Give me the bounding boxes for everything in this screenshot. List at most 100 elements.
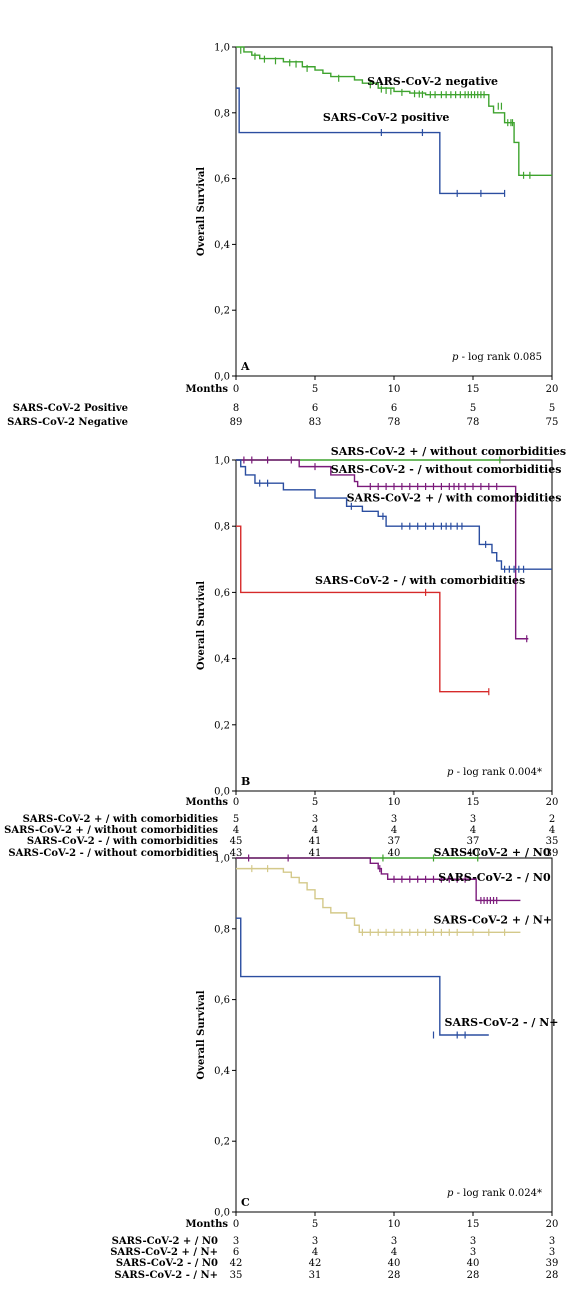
survival-curve bbox=[236, 87, 505, 195]
months-label: Months bbox=[185, 797, 228, 808]
risk-row: SARS-CoV-2 + / N0 3 3 3 3 3 bbox=[112, 1236, 556, 1247]
series-label: SARS-CoV-2 - / with comorbidities bbox=[315, 574, 525, 587]
plot-frame bbox=[235, 46, 553, 377]
risk-row: SARS-CoV-2 + / without comorbidities 4 4 4 4… bbox=[4, 825, 555, 836]
risk-row-label: SARS-CoV-2 - / N0 bbox=[116, 1258, 218, 1269]
series-label: SARS-CoV-2 + / N0 bbox=[434, 846, 551, 859]
x-tick-label: 15 bbox=[467, 384, 480, 395]
risk-value: 4 bbox=[312, 825, 318, 836]
y-tick-label: 0,8 bbox=[214, 108, 230, 119]
series-1: SARS-CoV-2 + / without comorbidities bbox=[236, 445, 566, 464]
risk-value: 3 bbox=[312, 814, 318, 825]
risk-row-label: SARS-CoV-2 + / with comorbidities bbox=[23, 814, 219, 825]
risk-row: SARS-CoV-2 + / N+ 6 4 4 3 3 bbox=[110, 1247, 555, 1258]
series-label: SARS-CoV-2 + / N+ bbox=[434, 913, 553, 926]
y-tick-label: 1,0 bbox=[214, 854, 230, 865]
y-axis-label: Overall Survival bbox=[196, 167, 207, 256]
risk-row-label: SARS-CoV-2 - / with comorbidities bbox=[27, 836, 218, 847]
plot-frame bbox=[235, 459, 553, 792]
risk-value: 28 bbox=[388, 1270, 401, 1281]
risk-value: 4 bbox=[391, 825, 397, 836]
risk-value: 41 bbox=[309, 836, 322, 847]
risk-value: 3 bbox=[391, 1236, 397, 1247]
y-tick-label: 0,4 bbox=[214, 1066, 230, 1077]
risk-row-label: SARS-CoV-2 + / N0 bbox=[112, 1236, 218, 1247]
risk-value: 4 bbox=[470, 825, 476, 836]
y-tick-label: 0,0 bbox=[214, 372, 230, 383]
survival-curve bbox=[236, 857, 521, 902]
x-tick-label: 15 bbox=[467, 1219, 480, 1230]
risk-value: 4 bbox=[549, 825, 555, 836]
y-tick-label: 0,2 bbox=[214, 306, 230, 317]
x-tick-label: 5 bbox=[312, 1219, 318, 1230]
risk-row-label: SARS-CoV-2 - / N+ bbox=[114, 1270, 218, 1281]
x-tick-label: 10 bbox=[388, 1219, 401, 1230]
risk-value: 2 bbox=[549, 814, 555, 825]
x-tick-label: 15 bbox=[467, 797, 480, 808]
series-4: SARS-CoV-2 - / N+ bbox=[236, 917, 558, 1039]
risk-row: SARS-CoV-2 - / N0 42 42 40 40 39 bbox=[116, 1258, 559, 1269]
months-label: Months bbox=[185, 384, 228, 395]
risk-row-label: SARS-CoV-2 Negative bbox=[7, 417, 128, 428]
x-tick-label: 10 bbox=[388, 797, 401, 808]
y-tick-label: 0,6 bbox=[214, 995, 230, 1006]
risk-value: 4 bbox=[233, 825, 239, 836]
y-tick-label: 0,8 bbox=[214, 522, 230, 533]
series-2: SARS-CoV-2 positive bbox=[236, 87, 506, 197]
risk-value: 6 bbox=[312, 403, 318, 414]
risk-row: SARS-CoV-2 Negative 89 83 78 78 75 bbox=[7, 417, 558, 428]
risk-value: 3 bbox=[470, 814, 476, 825]
series-3: SARS-CoV-2 + / with comorbidities bbox=[236, 459, 561, 573]
y-axis-label: Overall Survival bbox=[196, 990, 207, 1079]
survival-curve bbox=[236, 46, 552, 177]
y-tick-label: 0,4 bbox=[214, 240, 230, 251]
risk-value: 40 bbox=[388, 848, 401, 859]
y-tick-label: 0,0 bbox=[214, 787, 230, 798]
risk-value: 28 bbox=[467, 1270, 480, 1281]
y-tick-label: 1,0 bbox=[214, 456, 230, 467]
risk-value: 78 bbox=[467, 417, 480, 428]
risk-value: 37 bbox=[467, 836, 480, 847]
risk-value: 5 bbox=[233, 814, 239, 825]
y-tick-label: 0,8 bbox=[214, 924, 230, 935]
series-2: SARS-CoV-2 - / without comorbidities bbox=[236, 456, 562, 643]
risk-value: 40 bbox=[388, 1258, 401, 1269]
risk-value: 4 bbox=[312, 1247, 318, 1258]
risk-value: 41 bbox=[309, 848, 322, 859]
risk-row: SARS-CoV-2 + / with comorbidities 5 3 3 3 2 bbox=[23, 814, 556, 825]
risk-value: 6 bbox=[391, 403, 397, 414]
risk-value: 40 bbox=[467, 1258, 480, 1269]
x-tick-label: 20 bbox=[546, 1219, 559, 1230]
risk-row: SARS-CoV-2 - / with comorbidities 45 41 37 3… bbox=[27, 836, 558, 847]
panel-letter: B bbox=[241, 775, 250, 788]
risk-value: 42 bbox=[230, 1258, 243, 1269]
panel-c: 0,0 0,2 0,4 0,6 0,8 1,0 0 5 10 15 20 Months Overall … bbox=[110, 846, 558, 1281]
y-tick-label: 0,6 bbox=[214, 174, 230, 185]
x-tick-label: 10 bbox=[388, 384, 401, 395]
risk-row: SARS-CoV-2 - / without comorbidities 43 41… bbox=[8, 848, 558, 859]
risk-value: 4 bbox=[391, 1247, 397, 1258]
risk-value: 75 bbox=[546, 417, 559, 428]
risk-value: 3 bbox=[470, 1236, 476, 1247]
risk-value: 78 bbox=[388, 417, 401, 428]
series-1: SARS-CoV-2 negative bbox=[236, 46, 552, 179]
series-4: SARS-CoV-2 - / with comorbidities bbox=[236, 525, 525, 696]
x-tick-label: 0 bbox=[233, 1219, 239, 1230]
risk-value: 3 bbox=[312, 1236, 318, 1247]
risk-value: 35 bbox=[546, 836, 559, 847]
risk-value: 42 bbox=[309, 1258, 322, 1269]
risk-value: 8 bbox=[233, 403, 239, 414]
x-tick-label: 20 bbox=[546, 797, 559, 808]
risk-value: 3 bbox=[549, 1247, 555, 1258]
series-label: SARS-CoV-2 + / without comorbidities bbox=[331, 445, 566, 458]
x-tick-label: 5 bbox=[312, 797, 318, 808]
survival-curve bbox=[236, 525, 489, 693]
survival-curve bbox=[236, 459, 529, 640]
y-tick-label: 0,6 bbox=[214, 588, 230, 599]
x-tick-label: 0 bbox=[233, 797, 239, 808]
risk-value: 6 bbox=[233, 1247, 239, 1258]
series-label: SARS-CoV-2 - / without comorbidities bbox=[331, 463, 562, 476]
survival-curve bbox=[236, 867, 521, 934]
y-tick-label: 0,0 bbox=[214, 1208, 230, 1219]
